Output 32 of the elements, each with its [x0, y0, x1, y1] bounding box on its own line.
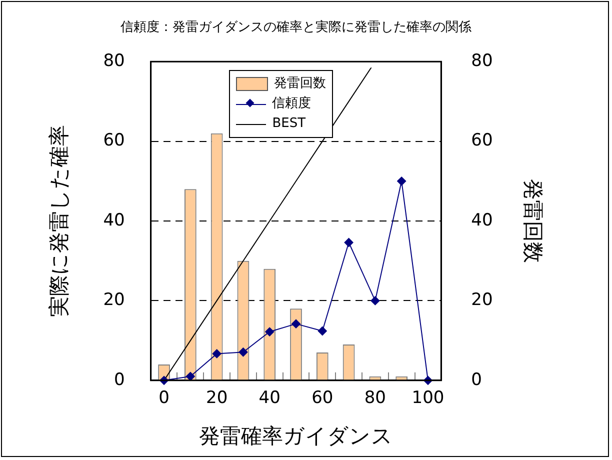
- chart-title: 信頼度：発雷ガイダンスの確率と実際に発雷した確率の関係: [120, 19, 472, 36]
- y-tick-label: 20: [103, 290, 125, 310]
- point: [238, 348, 248, 357]
- point: [370, 296, 380, 306]
- legend-label: 発雷回数: [274, 74, 326, 93]
- y-tick-label: 80: [103, 51, 125, 72]
- y2-tick-label: 80: [471, 51, 493, 72]
- point: [186, 372, 195, 381]
- y2-tick-label: 0: [471, 370, 482, 390]
- legend-label: 信頼度: [272, 94, 312, 113]
- point: [397, 176, 406, 186]
- y2-tick-label: 60: [471, 130, 493, 151]
- x-tick-label: 60: [312, 388, 334, 408]
- x-tick-label: 0: [158, 388, 170, 408]
- point: [212, 349, 222, 358]
- y-tick-label: 0: [114, 370, 125, 390]
- y2-tick-label: 20: [471, 290, 493, 310]
- y2-tick-label: 40: [471, 210, 493, 230]
- point: [265, 327, 274, 336]
- y2-axis-title: 発雷回数: [520, 179, 545, 263]
- x-axis-title: 発雷確率ガイダンス: [199, 424, 393, 448]
- y-tick-label: 40: [103, 210, 125, 230]
- y-axis-title: 実際に発雷した確率: [47, 125, 72, 317]
- point: [318, 326, 327, 336]
- x-tick-label: 20: [206, 388, 228, 408]
- x-tick-label: 100: [412, 388, 444, 408]
- x-tick-label: 40: [258, 388, 280, 408]
- x-tick-label: 80: [364, 388, 386, 408]
- point: [344, 238, 354, 248]
- point: [292, 319, 300, 328]
- legend-label: BEST: [272, 114, 306, 133]
- y-tick-label: 60: [103, 130, 125, 151]
